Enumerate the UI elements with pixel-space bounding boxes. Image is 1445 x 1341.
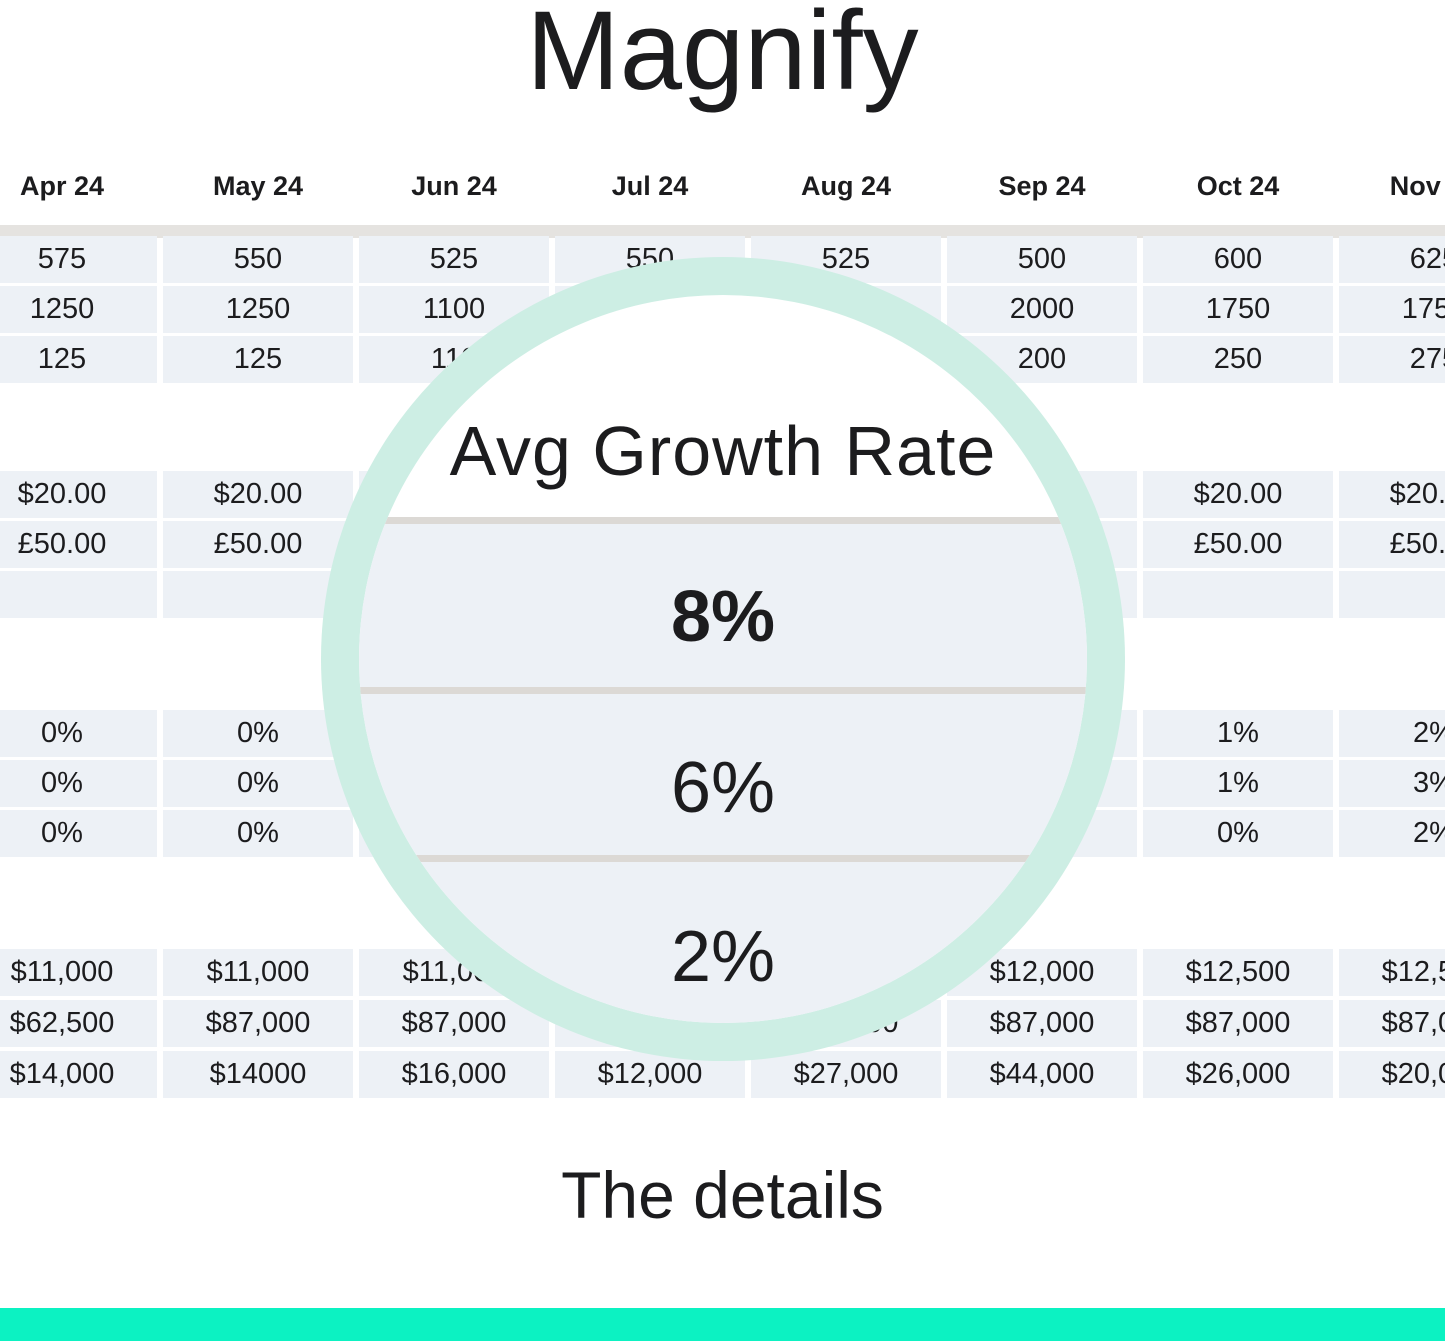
- table-cell: £50.00: [1143, 521, 1333, 568]
- column-header: Jul 24: [611, 171, 689, 201]
- column-header: Nov 24: [1389, 171, 1445, 201]
- table-cell: 125: [163, 336, 353, 383]
- table-cell: 550: [163, 236, 353, 283]
- table-cell: 1750: [1339, 286, 1445, 333]
- table-cell: $20,000: [1339, 1051, 1445, 1098]
- column-header: Aug 24: [800, 171, 892, 201]
- table-cell: $16,000: [359, 1051, 549, 1098]
- table-cell: $87,000: [163, 1000, 353, 1047]
- header-divider-band: [0, 225, 1445, 238]
- magnifier-circle: Avg Growth Rate 8% 6% 2%: [321, 257, 1125, 1061]
- table-cell: 1250: [0, 286, 157, 333]
- table-cell: $87,000: [1339, 1000, 1445, 1047]
- table-cell: £50.00: [0, 521, 157, 568]
- column-header: Apr 24: [19, 171, 105, 201]
- table-cell: 625: [1339, 236, 1445, 283]
- table-cell: $62,500: [0, 1000, 157, 1047]
- table-cell: $20.00: [1143, 471, 1333, 518]
- table-cell: $27,000: [751, 1051, 941, 1098]
- table-cell: [0, 571, 157, 618]
- magnifier-value: 6%: [670, 748, 776, 828]
- table-cell: $12,500: [1143, 949, 1333, 996]
- table-cell: [1339, 571, 1445, 618]
- table-cell: $20.00: [163, 471, 353, 518]
- table-cell: 525: [359, 236, 549, 283]
- table-cell: £50.00: [163, 521, 353, 568]
- table-cell: $12,500: [1339, 949, 1445, 996]
- table-cell: [1143, 571, 1333, 618]
- table-cell: 2000: [947, 286, 1137, 333]
- table-cell: 1250: [163, 286, 353, 333]
- table-cell: 250: [1143, 336, 1333, 383]
- accent-bar: [0, 1308, 1445, 1341]
- magnifier-value: 2%: [670, 917, 776, 997]
- column-header: Oct 24: [1196, 171, 1280, 201]
- table-cell: 1%: [1143, 760, 1333, 807]
- table-cell: 0%: [163, 760, 353, 807]
- table-cell: 1%: [1143, 710, 1333, 757]
- table-cell: [163, 571, 353, 618]
- table-cell: 0%: [0, 810, 157, 857]
- details-heading: The details: [561, 1158, 884, 1232]
- table-cell: 1100: [359, 286, 549, 333]
- column-header: Sep 24: [998, 171, 1086, 201]
- magnifier-label: Avg Growth Rate: [449, 412, 997, 490]
- column-header: May 24: [212, 171, 304, 201]
- table-cell: 0%: [1143, 810, 1333, 857]
- table-cell: 500: [947, 236, 1137, 283]
- table-cell: $11,000: [0, 949, 157, 996]
- table-cell: $87,000: [1143, 1000, 1333, 1047]
- table-cell: 125: [0, 336, 157, 383]
- table-cell: £50.00: [1339, 521, 1445, 568]
- table-cell: 275: [1339, 336, 1445, 383]
- table-cell: $12,000: [555, 1051, 745, 1098]
- table-cell: $20.00: [1339, 471, 1445, 518]
- table-cell: 0%: [0, 710, 157, 757]
- table-cell: $14,000: [0, 1051, 157, 1098]
- table-cell: 575: [0, 236, 157, 283]
- table-cell: 2%: [1339, 710, 1445, 757]
- table-cell: $14000: [163, 1051, 353, 1098]
- table-cell: $44,000: [947, 1051, 1137, 1098]
- magnified-cell-background: [359, 517, 1087, 1023]
- magnifier-lens: Avg Growth Rate 8% 6% 2%: [359, 295, 1087, 1023]
- magnifier-value: 8%: [670, 577, 776, 657]
- magnified-row-divider: [359, 687, 1087, 694]
- table-cell: 1750: [1143, 286, 1333, 333]
- table-cell: 2%: [1339, 810, 1445, 857]
- table-cell: $20.00: [0, 471, 157, 518]
- table-cell: 0%: [0, 760, 157, 807]
- column-header: Jun 24: [411, 171, 497, 201]
- magnified-row-divider: [359, 855, 1087, 862]
- magnified-row-divider: [359, 517, 1087, 524]
- page-title: Magnify: [526, 0, 919, 113]
- table-cell: 0%: [163, 710, 353, 757]
- table-cell: $11,000: [163, 949, 353, 996]
- table-cell: 0%: [163, 810, 353, 857]
- table-cell: 600: [1143, 236, 1333, 283]
- table-cell: 3%: [1339, 760, 1445, 807]
- table-cell: $26,000: [1143, 1051, 1333, 1098]
